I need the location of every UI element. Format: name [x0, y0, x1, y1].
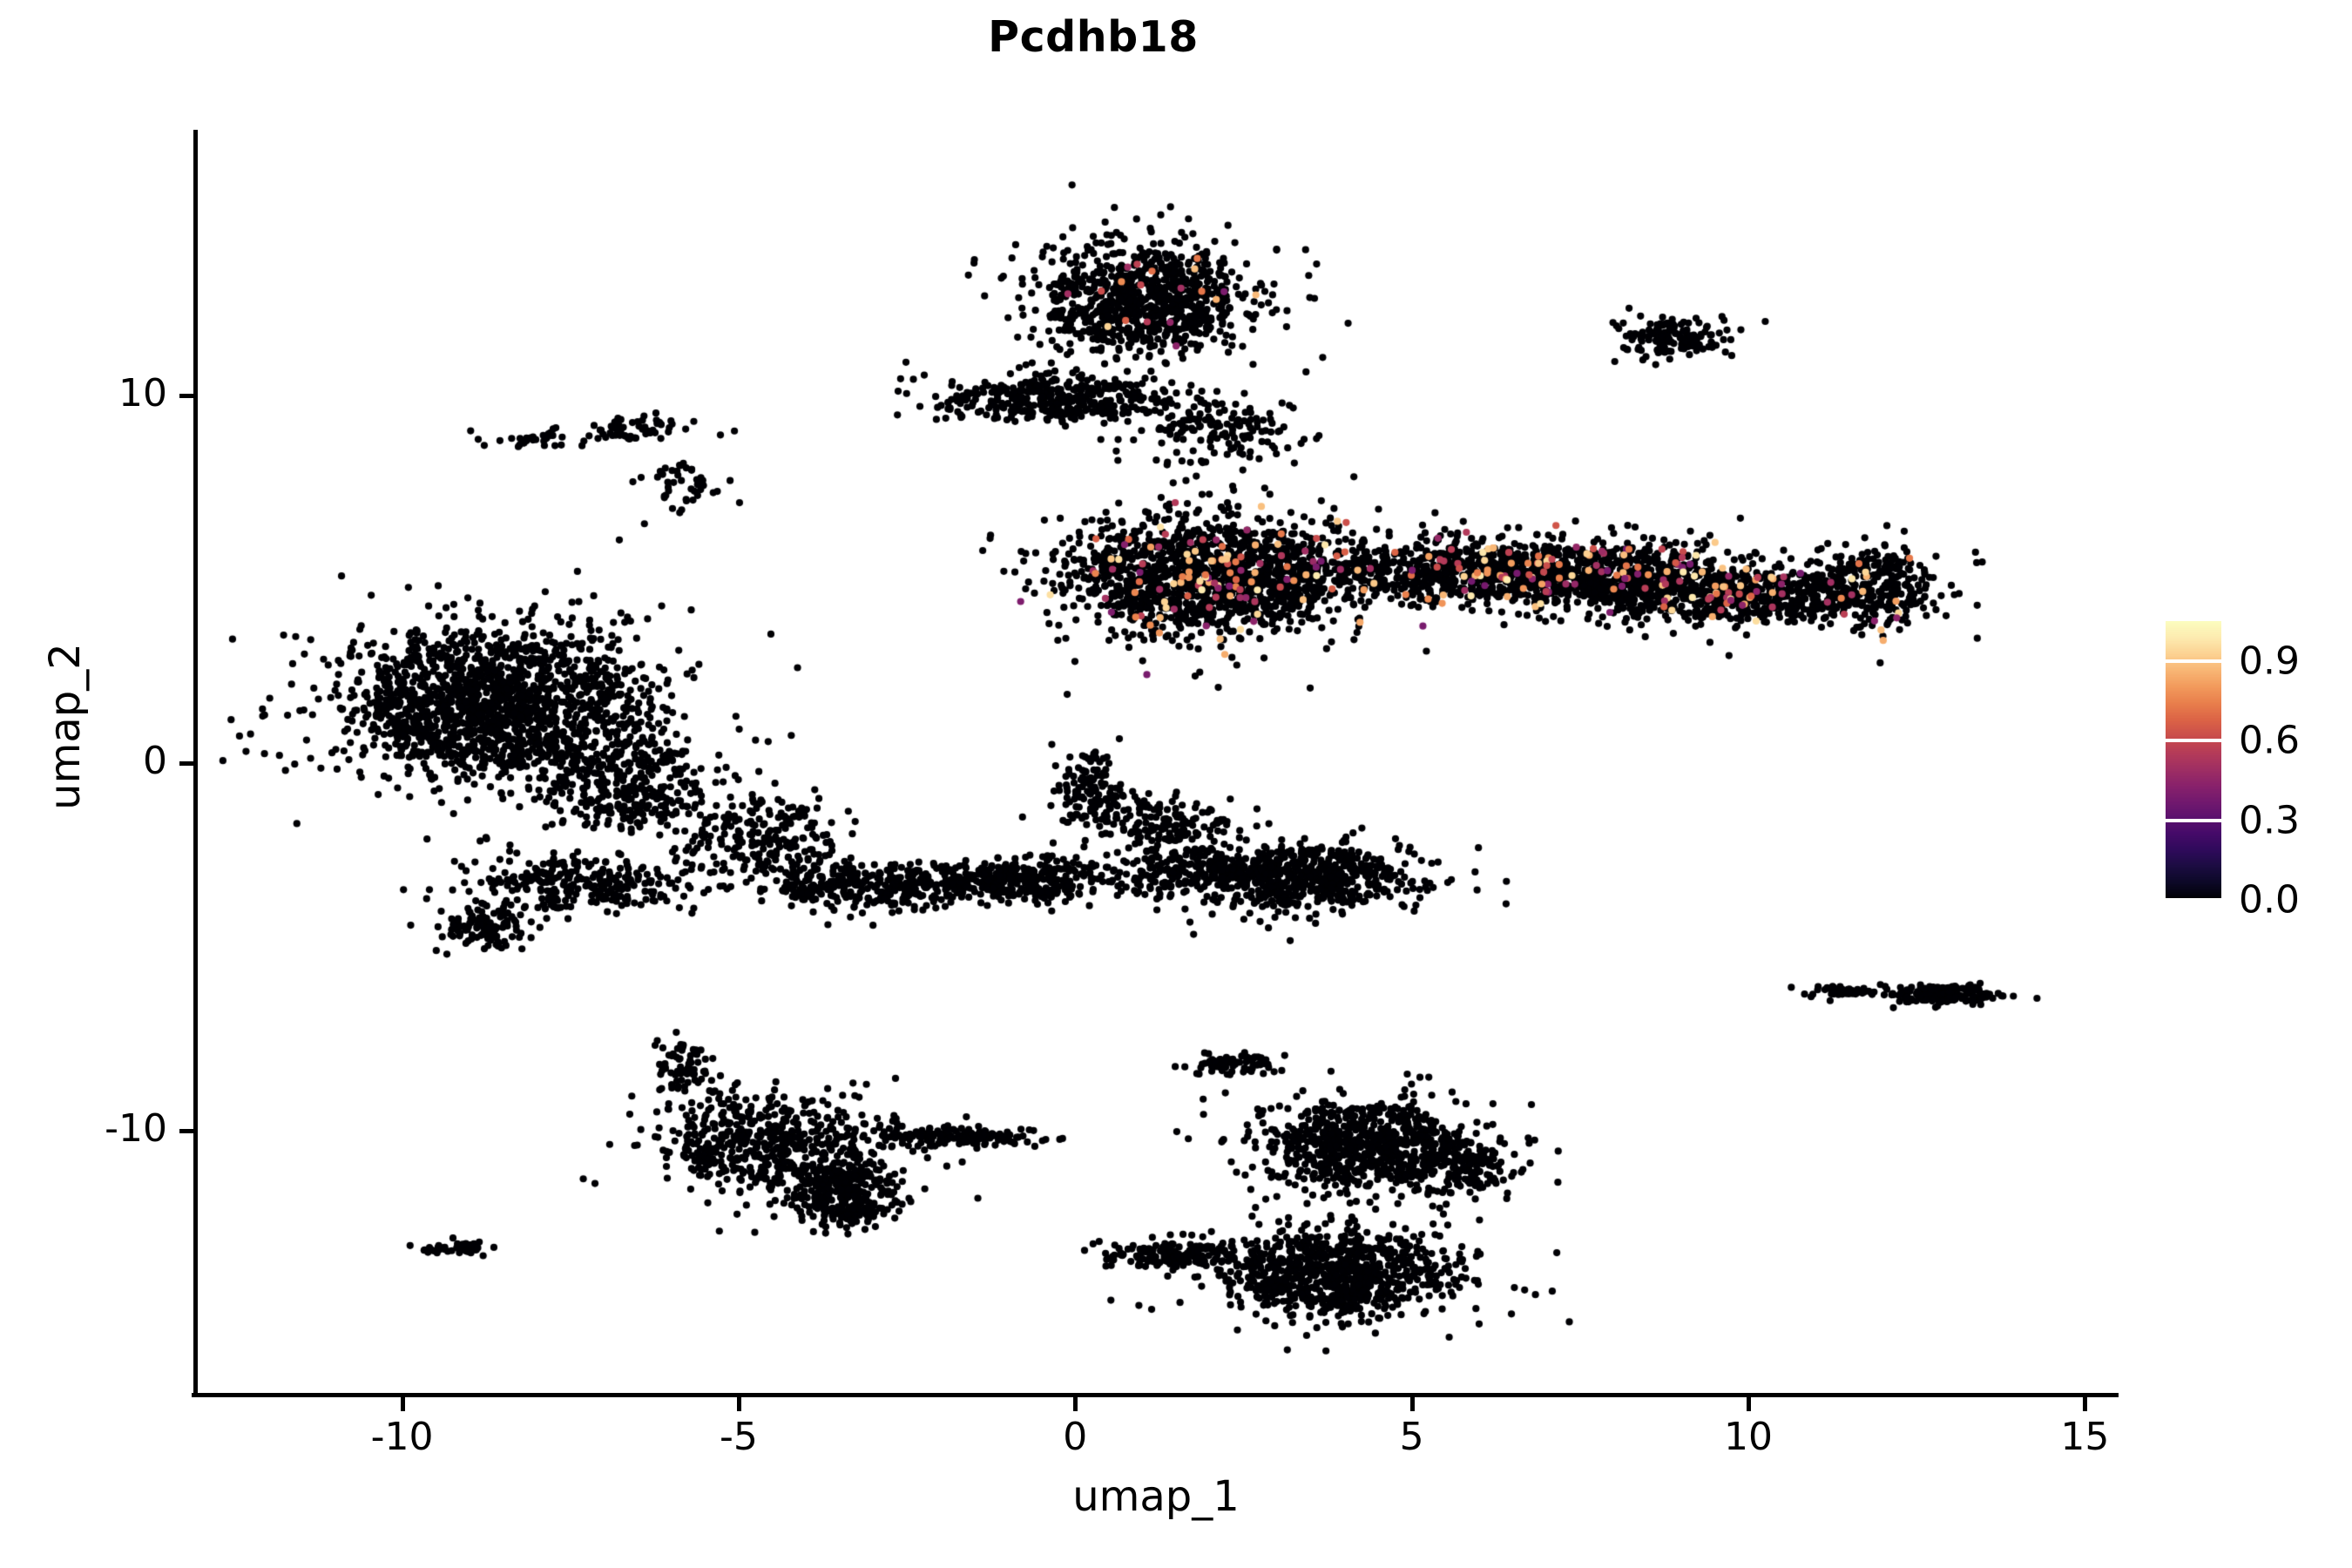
y-axis-title: umap_2 — [41, 643, 90, 810]
x-tick-mark — [1747, 1397, 1751, 1411]
colorbar-tick-label: 0.3 — [2239, 798, 2300, 843]
y-tick-label: 0 — [143, 739, 167, 783]
colorbar-tick-mark — [2166, 818, 2221, 822]
y-tick-mark — [179, 761, 193, 766]
x-tick-label: 0 — [1063, 1415, 1088, 1459]
scatter-plot-canvas — [193, 132, 2119, 1395]
x-axis-title: umap_1 — [1072, 1472, 1240, 1521]
x-axis-line — [192, 1393, 2119, 1397]
x-tick-mark — [1409, 1397, 1415, 1411]
x-tick-mark — [400, 1397, 405, 1411]
y-tick-label: 10 — [118, 371, 167, 416]
colorbar-tick-mark — [2166, 659, 2221, 663]
colorbar-tick-label: 0.6 — [2239, 718, 2300, 763]
x-tick-label: -5 — [719, 1415, 758, 1459]
x-tick-label: 5 — [1399, 1415, 1424, 1459]
y-tick-mark — [179, 1128, 193, 1133]
x-tick-mark — [736, 1397, 741, 1411]
colorbar-gradient — [2166, 621, 2221, 900]
y-tick-mark — [179, 394, 193, 399]
x-tick-label: 10 — [1724, 1415, 1773, 1459]
x-tick-mark — [2083, 1397, 2088, 1411]
y-tick-label: -10 — [105, 1105, 167, 1151]
x-tick-label: -10 — [370, 1415, 434, 1459]
colorbar-tick-label: 0.9 — [2239, 639, 2300, 684]
x-tick-mark — [1073, 1397, 1078, 1411]
page-title: Pcdhb18 — [988, 12, 1199, 62]
x-tick-label: 15 — [2060, 1415, 2110, 1459]
colorbar-tick-mark — [2166, 739, 2221, 743]
y-axis-line — [193, 130, 198, 1397]
colorbar-tick-label: 0.0 — [2239, 877, 2300, 923]
colorbar-tick-mark — [2166, 898, 2221, 902]
